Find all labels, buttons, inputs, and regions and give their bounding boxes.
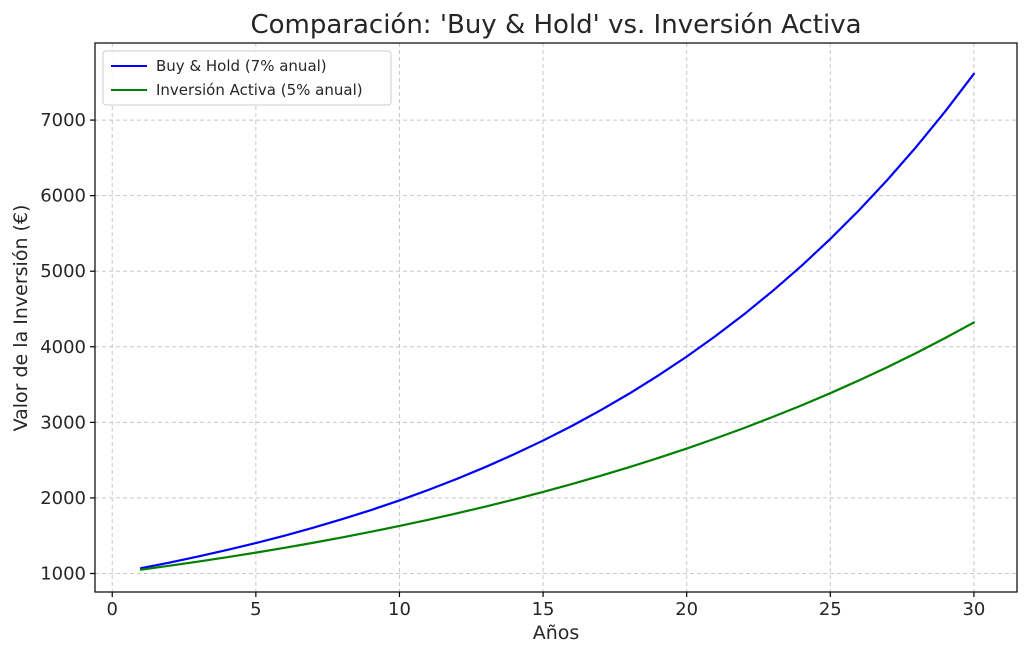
y-tick-label: 2000 (40, 488, 86, 509)
y-tick-label: 3000 (40, 412, 86, 433)
x-tick-label: 0 (107, 599, 118, 620)
x-axis-label: Años (533, 622, 580, 644)
y-tick-label: 5000 (40, 261, 86, 282)
grid (95, 43, 1017, 592)
legend-label-buy-hold: Buy & Hold (7% anual) (156, 57, 327, 75)
x-tick-label: 20 (675, 599, 698, 620)
x-tick-label: 25 (819, 599, 842, 620)
x-tick-label: 10 (388, 599, 411, 620)
y-tick-label: 4000 (40, 337, 86, 358)
axis-ticks: 0 5 10 15 20 25 30 1000 2000 3000 4000 5000 6000 7000 (40, 110, 985, 620)
x-tick-label: 15 (532, 599, 555, 620)
plot-frame (94, 42, 1018, 593)
legend-label-inversion-activa: Inversión Activa (5% anual) (156, 81, 363, 99)
y-tick-label: 1000 (40, 563, 86, 584)
legend-box (102, 50, 392, 106)
chart-title: Comparación: 'Buy & Hold' vs. Inversión … (250, 10, 861, 40)
series-line-0 (139, 72, 976, 570)
series-lines (139, 72, 976, 571)
x-tick-label: 30 (962, 599, 985, 620)
x-tick-label: 5 (250, 599, 261, 620)
y-tick-label: 6000 (40, 186, 86, 207)
series-line-1 (139, 321, 976, 571)
y-axis-label: Valor de la Inversión (€) (10, 205, 32, 432)
legend: Buy & Hold (7% anual) Inversión Activa (… (102, 50, 392, 106)
y-tick-label: 7000 (40, 110, 86, 131)
